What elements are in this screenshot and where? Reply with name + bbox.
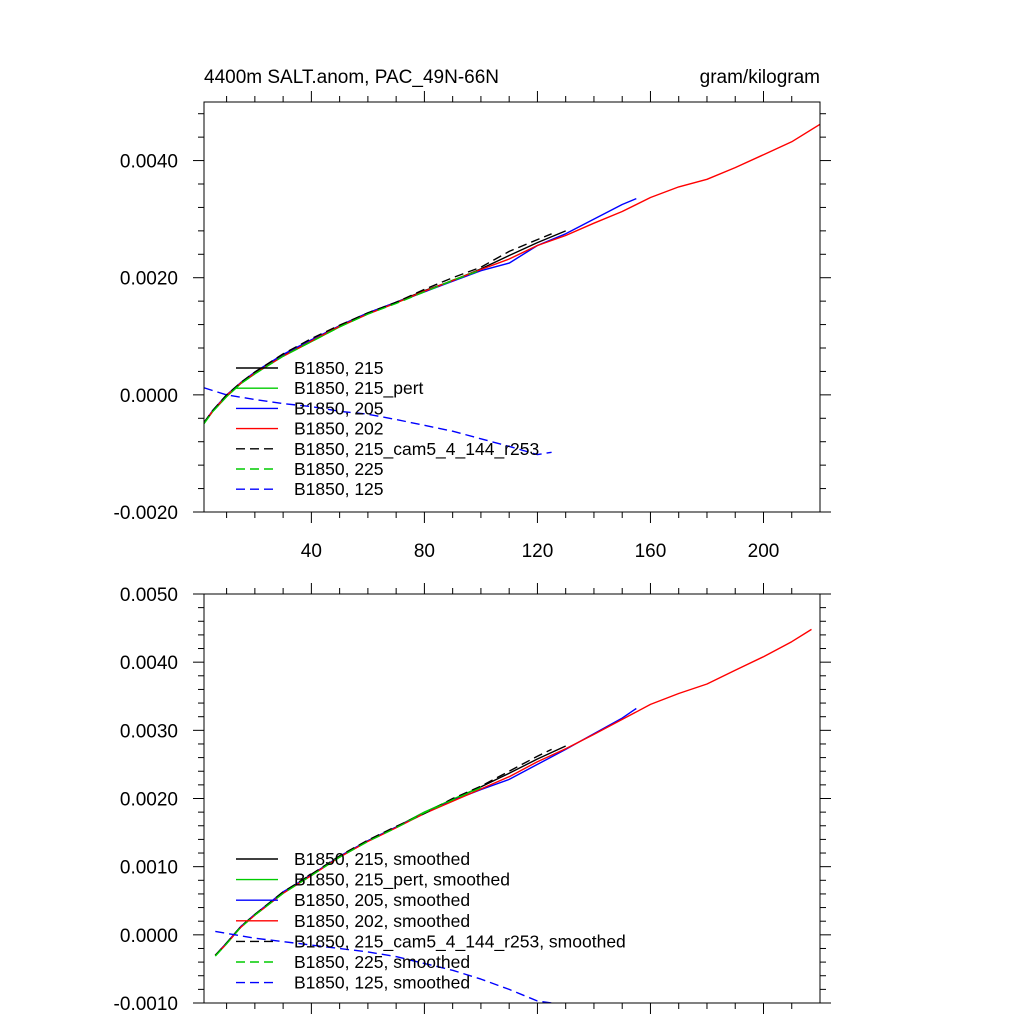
bottom-series-line-6 [215, 930, 552, 1003]
bottom-legend-label: B1850, 205, smoothed [294, 890, 470, 910]
bottom-y-tick-label: 0.0010 [120, 858, 178, 879]
bottom-y-tick-label: 0.0020 [120, 790, 178, 811]
top-legend-label: B1850, 202 [294, 419, 384, 439]
top-series-line-4 [204, 233, 552, 423]
top-x-tick-label: 160 [635, 541, 667, 562]
bottom-legend-label: B1850, 215_cam5_4_144_r253, smoothed [294, 931, 626, 952]
top-legend-label: B1850, 225 [294, 459, 384, 479]
top-x-tick-label: 80 [414, 541, 435, 562]
top-legend-label: B1850, 215_cam5_4_144_r253 [294, 439, 539, 460]
bottom-series-group [214, 628, 812, 1003]
top-legend-label: B1850, 125 [294, 479, 384, 499]
top-y-tick-label: 0.0000 [120, 386, 178, 407]
bottom-panel: -0.0010 0.0000 0.0010 0.0020 0.0030 0.0040 0.0… [114, 583, 831, 1015]
top-y-tick-label: -0.0020 [114, 503, 178, 524]
top-x-tick-label: 120 [522, 541, 554, 562]
bottom-legend-label: B1850, 215, smoothed [294, 849, 470, 869]
top-chart-title: 4400m SALT.anom, PAC_49N-66N [204, 67, 499, 88]
bottom-y-tick-label: -0.0010 [114, 994, 178, 1015]
top-series-group [204, 123, 820, 456]
top-chart-units: gram/kilogram [700, 67, 820, 88]
top-legend-label: B1850, 215_pert [294, 378, 424, 399]
top-panel: 4400m SALT.anom, PAC_49N-66N gram/kilogr… [114, 67, 831, 562]
bottom-y-tick-label: 0.0040 [120, 653, 178, 674]
bottom-legend-label: B1850, 225, smoothed [294, 952, 470, 972]
top-y-tick-label: 0.0020 [120, 269, 178, 290]
top-series-line-5 [204, 269, 482, 425]
top-legend-label: B1850, 205 [294, 398, 384, 418]
top-x-tick-label: 200 [748, 541, 780, 562]
bottom-legend-label: B1850, 202, smoothed [294, 911, 470, 931]
bottom-legend-label: B1850, 125, smoothed [294, 973, 470, 993]
bottom-y-tick-label: 0.0030 [120, 721, 178, 742]
top-legend-label: B1850, 215 [294, 358, 384, 378]
bottom-y-tick-label: 0.0050 [120, 585, 178, 606]
top-plot-frame [203, 101, 821, 513]
top-series-line-6 [204, 387, 552, 456]
bottom-series-line-5 [214, 786, 482, 957]
bottom-y-tick-label: 0.0000 [120, 926, 178, 947]
top-y-tick-label: 0.0040 [120, 152, 178, 173]
bottom-legend-label: B1850, 215_pert, smoothed [294, 870, 510, 891]
top-x-tick-label: 40 [301, 541, 322, 562]
